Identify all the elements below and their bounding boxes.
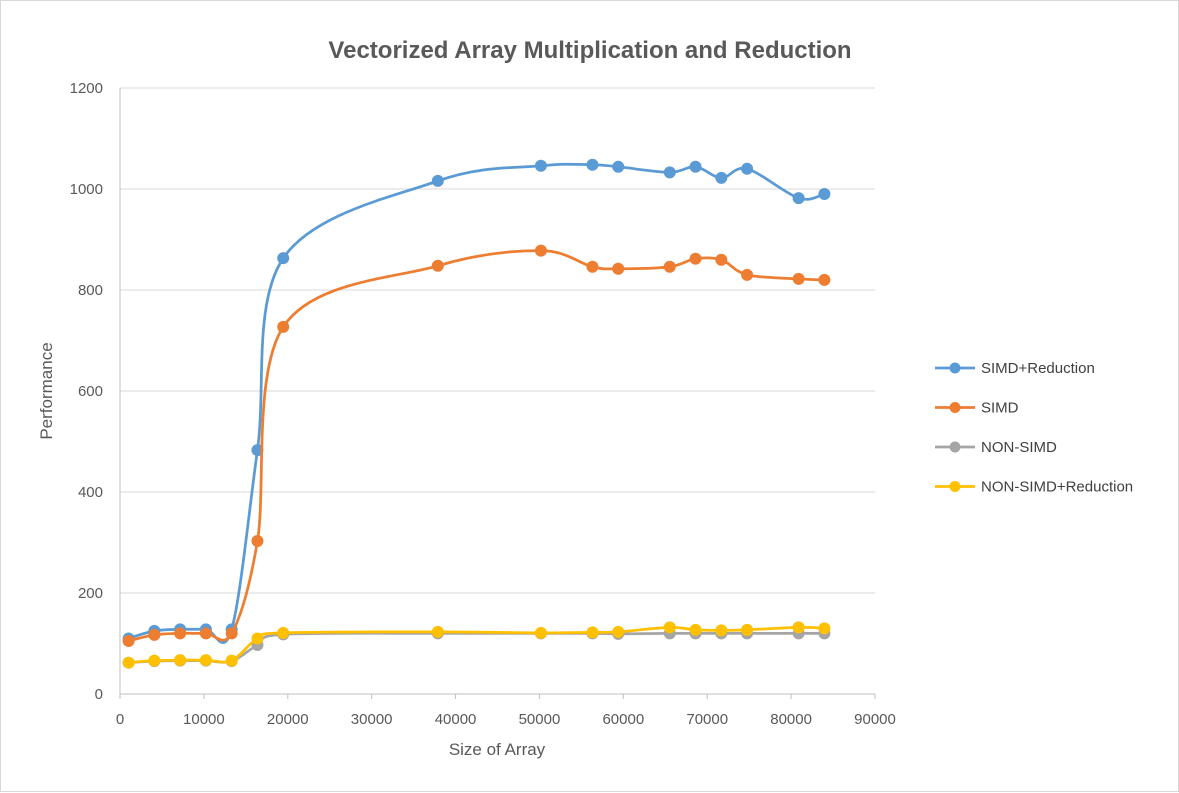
data-point <box>663 166 676 179</box>
series-simd-reduction <box>122 158 831 645</box>
data-point <box>689 160 702 173</box>
data-point <box>715 624 728 637</box>
y-tick-label: 1200 <box>70 80 103 97</box>
x-tick-label: 30000 <box>351 711 393 728</box>
data-point <box>277 252 290 265</box>
data-point <box>741 623 754 636</box>
data-point <box>174 627 187 640</box>
data-point <box>663 621 676 634</box>
data-point <box>534 244 547 257</box>
y-tick-label: 600 <box>78 383 103 400</box>
data-point <box>225 654 238 667</box>
data-point <box>818 622 831 635</box>
data-point <box>534 626 547 639</box>
legend-swatch-marker <box>949 441 961 453</box>
data-point <box>251 534 264 547</box>
data-point <box>792 272 805 285</box>
data-point <box>612 160 625 173</box>
y-tick-label: 200 <box>78 585 103 602</box>
data-point <box>586 626 599 639</box>
data-point <box>818 273 831 286</box>
y-tick-label: 0 <box>95 686 103 703</box>
data-point <box>792 192 805 205</box>
legend-swatch-marker <box>949 402 961 413</box>
legend-label: SIMD+Reduction <box>981 360 1095 377</box>
x-tick-label: 90000 <box>854 711 896 728</box>
data-point <box>431 259 444 272</box>
data-point <box>148 628 161 641</box>
data-point <box>122 634 135 647</box>
axes: 0 200 400 600 800 1000 1200 0 10000 20000 30000 400… <box>70 80 896 728</box>
legend-item: NON-SIMD <box>935 439 1057 456</box>
data-point <box>148 654 161 667</box>
y-tick-label: 400 <box>78 484 103 501</box>
data-point <box>586 158 599 171</box>
chart-title: Vectorized Array Multiplication and Redu… <box>328 37 851 64</box>
data-point <box>277 626 290 639</box>
x-tick-label: 0 <box>116 711 124 728</box>
x-tick-label: 70000 <box>686 711 728 728</box>
x-axis-title: Size of Array <box>449 740 546 759</box>
x-tick-label: 80000 <box>770 711 812 728</box>
legend: SIMD+Reduction SIMD NON-SIMD NON-SIMD+Reduc… <box>935 360 1133 496</box>
data-point <box>689 252 702 265</box>
data-point <box>199 654 212 667</box>
data-point <box>818 188 831 201</box>
series-simd <box>122 244 831 647</box>
x-tick-label: 20000 <box>267 711 309 728</box>
legend-item: NON-SIMD+Reduction <box>935 479 1133 496</box>
data-point <box>431 625 444 638</box>
x-tick-label: 50000 <box>519 711 561 728</box>
data-point <box>715 171 728 184</box>
gridlines <box>120 87 875 594</box>
data-point <box>792 621 805 634</box>
data-point <box>277 320 290 333</box>
legend-swatch-marker <box>949 481 961 492</box>
x-tick-label: 40000 <box>435 711 477 728</box>
legend-item: SIMD <box>935 400 1019 417</box>
legend-label: NON-SIMD <box>981 439 1057 456</box>
x-tick-label: 10000 <box>183 711 225 728</box>
series-line <box>128 162 825 645</box>
data-point <box>741 162 754 175</box>
data-point <box>689 623 702 636</box>
x-tick-label: 60000 <box>602 711 644 728</box>
data-point <box>612 625 625 638</box>
data-point <box>586 260 599 273</box>
data-point <box>174 654 187 667</box>
data-point <box>122 656 135 669</box>
data-point <box>715 253 728 266</box>
data-point <box>741 268 754 281</box>
legend-label: SIMD <box>981 400 1019 417</box>
data-point <box>534 159 547 172</box>
data-point <box>431 174 444 187</box>
data-point <box>663 260 676 273</box>
data-point <box>612 262 625 275</box>
legend-label: NON-SIMD+Reduction <box>981 479 1133 496</box>
y-tick-label: 1000 <box>70 181 103 198</box>
legend-swatch-marker <box>949 362 961 374</box>
data-point <box>225 627 238 640</box>
plot-series <box>122 158 831 669</box>
data-point <box>199 627 212 640</box>
data-point <box>251 632 264 645</box>
y-tick-label: 800 <box>78 282 103 299</box>
series-non-simd-reduction <box>122 621 831 669</box>
series-line <box>128 249 825 643</box>
y-axis-title: Performance <box>37 342 56 439</box>
legend-item: SIMD+Reduction <box>935 360 1095 377</box>
